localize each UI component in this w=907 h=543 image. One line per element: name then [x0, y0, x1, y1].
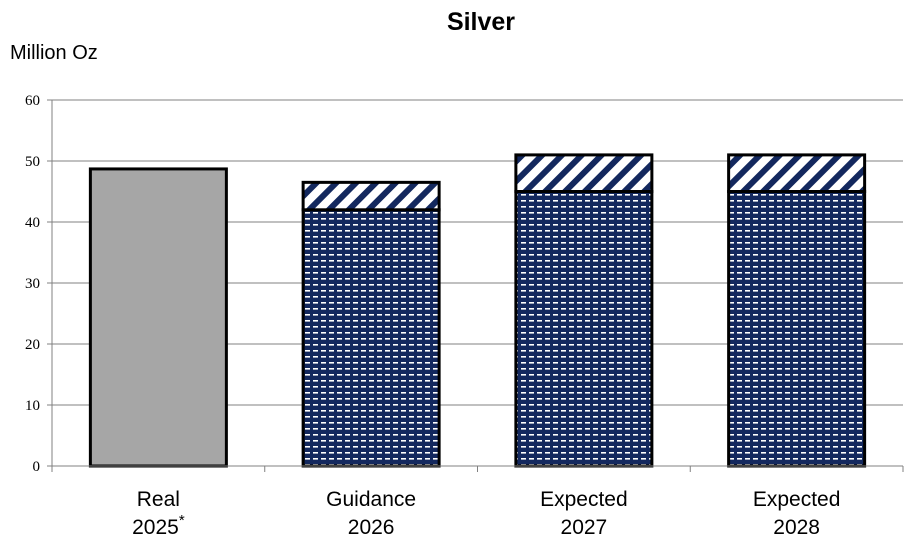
x-tick-label-line2: 2028 — [773, 516, 820, 539]
x-tick-label-line2: 2027 — [561, 516, 608, 539]
bar-segment-4-3 — [729, 155, 865, 192]
y-tick-labels: 0 10 20 30 40 50 60 — [25, 93, 40, 475]
y-tick-label: 50 — [25, 154, 40, 170]
x-tick-labels: Real2025*Guidance2026Expected2027Expecte… — [132, 488, 840, 539]
y-tick-label: 60 — [25, 93, 40, 109]
bar-segment-1-1 — [90, 169, 226, 466]
y-tick-label: 30 — [25, 276, 40, 292]
y-tick-label: 40 — [25, 215, 40, 231]
x-tick-label-line1: Expected — [753, 488, 841, 511]
bars — [90, 155, 864, 466]
x-tick-label-line1: Expected — [540, 488, 628, 511]
footnote-marker: * — [179, 512, 185, 529]
x-tick-year: 2027 — [561, 516, 608, 539]
x-tick-year: 2025 — [132, 516, 179, 539]
bar-segment-3-3 — [516, 155, 652, 192]
x-tick-label-line2: 2025* — [132, 512, 185, 539]
x-tick-label-line1: Guidance — [326, 488, 416, 511]
y-unit-label: Million Oz — [10, 42, 98, 64]
bar-segment-2-3 — [303, 182, 439, 209]
bar-segment-4-2 — [729, 192, 865, 467]
y-tick-label: 20 — [25, 337, 40, 353]
x-tick-year: 2026 — [348, 516, 395, 539]
y-tick-label: 0 — [33, 459, 41, 475]
y-tick-label: 10 — [25, 398, 40, 414]
bar-segment-3-2 — [516, 192, 652, 467]
x-tick-label-line2: 2026 — [348, 516, 395, 539]
x-tick-year: 2028 — [773, 516, 820, 539]
bar-segment-2-2 — [303, 210, 439, 466]
chart-title: Silver — [447, 8, 515, 36]
x-tick-label-line1: Real — [137, 488, 180, 511]
